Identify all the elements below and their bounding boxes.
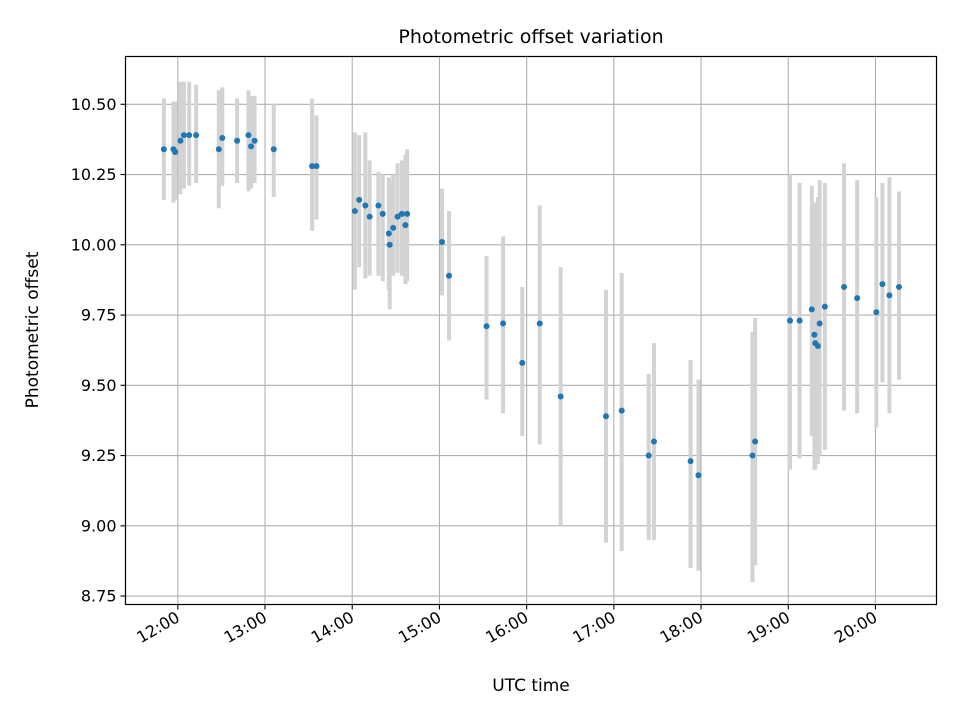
data-point bbox=[519, 359, 526, 366]
data-point bbox=[394, 213, 401, 220]
x-tick-label: 20:00 bbox=[831, 608, 880, 648]
data-point bbox=[402, 222, 409, 229]
x-axis-ticks: 12:00 13:00 14:00 15:00 16:00 17:00 18:00 19:00… bbox=[133, 604, 880, 648]
plot-area-frame bbox=[124, 55, 938, 606]
data-point bbox=[749, 452, 756, 459]
y-axis-ticks: 8.75 9.00 9.25 9.50 9.75 10.00 10.25 10.50 bbox=[71, 95, 126, 606]
data-point bbox=[219, 134, 226, 141]
data-point bbox=[215, 146, 222, 153]
data-point bbox=[808, 306, 815, 313]
data-point bbox=[270, 146, 277, 153]
data-point bbox=[245, 132, 252, 139]
data-point bbox=[786, 317, 793, 324]
data-point bbox=[386, 241, 393, 248]
data-point bbox=[439, 238, 446, 245]
data-point bbox=[602, 413, 609, 420]
data-point bbox=[752, 438, 759, 445]
data-point bbox=[650, 438, 657, 445]
x-tick-label: 14:00 bbox=[308, 608, 357, 648]
y-axis-label: Photometric offset bbox=[23, 251, 43, 408]
data-point bbox=[362, 202, 369, 209]
data-point bbox=[313, 163, 320, 170]
data-point bbox=[351, 208, 358, 215]
x-tick-label: 13:00 bbox=[221, 608, 270, 648]
data-point bbox=[390, 224, 397, 231]
x-tick-label: 18:00 bbox=[657, 608, 706, 648]
y-tick-label: 9.25 bbox=[81, 446, 117, 465]
data-point bbox=[814, 342, 821, 349]
data-points bbox=[160, 132, 903, 479]
x-tick-label: 15:00 bbox=[395, 608, 444, 648]
chart-title: Photometric offset variation bbox=[398, 26, 663, 48]
y-tick-label: 9.50 bbox=[81, 376, 117, 395]
data-point bbox=[557, 393, 564, 400]
data-point bbox=[796, 317, 803, 324]
data-point bbox=[879, 281, 886, 288]
data-point bbox=[379, 210, 386, 217]
data-point bbox=[695, 472, 702, 479]
data-point bbox=[896, 283, 903, 290]
data-point bbox=[366, 213, 373, 220]
x-axis-label: UTC time bbox=[492, 676, 570, 696]
data-point bbox=[854, 295, 861, 302]
data-point bbox=[398, 210, 405, 217]
data-point bbox=[873, 309, 880, 316]
y-tick-label: 10.50 bbox=[71, 95, 117, 114]
y-tick-label: 9.75 bbox=[81, 306, 117, 325]
data-point bbox=[186, 132, 193, 139]
data-point bbox=[404, 210, 411, 217]
data-point bbox=[886, 292, 893, 299]
data-point bbox=[841, 283, 848, 290]
x-tick-label: 17:00 bbox=[569, 608, 618, 648]
data-point bbox=[536, 320, 543, 327]
data-point bbox=[816, 320, 823, 327]
data-point bbox=[446, 272, 453, 279]
y-tick-label: 10.00 bbox=[71, 235, 117, 254]
data-point bbox=[687, 458, 694, 465]
data-point bbox=[500, 320, 507, 327]
data-point bbox=[645, 452, 652, 459]
y-tick-label: 9.00 bbox=[81, 516, 117, 535]
data-point bbox=[234, 137, 241, 144]
y-tick-label: 10.25 bbox=[71, 165, 117, 184]
data-point bbox=[483, 323, 490, 330]
y-tick-label: 8.75 bbox=[81, 587, 117, 606]
data-point bbox=[385, 230, 392, 237]
data-point bbox=[248, 143, 255, 150]
data-point bbox=[618, 407, 625, 414]
data-point bbox=[375, 202, 382, 209]
data-point bbox=[811, 331, 818, 338]
data-point bbox=[180, 132, 187, 139]
x-tick-label: 16:00 bbox=[482, 608, 531, 648]
data-point bbox=[251, 137, 258, 144]
data-point bbox=[177, 137, 184, 144]
data-point bbox=[356, 196, 363, 203]
data-point bbox=[193, 132, 200, 139]
data-point bbox=[309, 163, 316, 170]
x-tick-label: 19:00 bbox=[744, 608, 793, 648]
data-point bbox=[172, 149, 179, 156]
data-point bbox=[160, 146, 167, 153]
x-tick-label: 12:00 bbox=[133, 608, 182, 648]
data-point bbox=[821, 303, 828, 310]
